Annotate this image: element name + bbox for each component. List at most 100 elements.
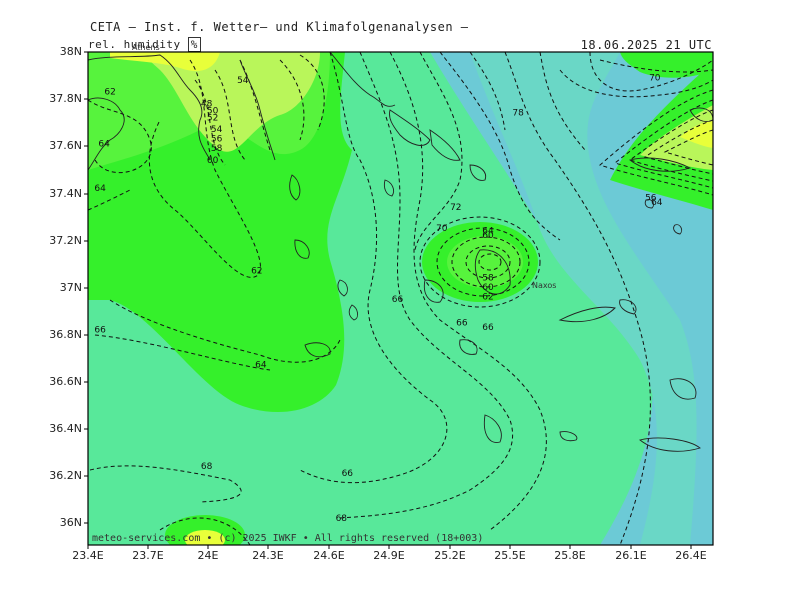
contour-line <box>389 52 547 531</box>
contour-value-label: 54 <box>211 125 223 135</box>
contour-value-label: 78 <box>512 109 524 119</box>
humidity-field-75 <box>470 52 697 545</box>
island-ios <box>459 339 478 355</box>
contour-line <box>419 216 541 308</box>
contour-value-label: 60 <box>207 156 219 166</box>
contour-value-label: 70 <box>649 73 661 83</box>
contour-line <box>299 52 448 484</box>
contour-value-label: 52 <box>207 113 218 123</box>
place-label-athens: Athens <box>132 43 160 52</box>
chart-title: CETA – Inst. f. Wetter– und Klimafolgena… <box>90 20 469 34</box>
contour-value-label: 64 <box>94 184 106 194</box>
contour-value-label: 68 <box>201 462 213 472</box>
island-kythnos <box>294 239 310 259</box>
copyright-footer: meteo-services.com • (c) 2025 IWKF • All… <box>92 533 484 544</box>
contour-line <box>214 69 246 161</box>
island-milos <box>304 342 331 358</box>
island-kea <box>289 174 301 201</box>
island-mykonos <box>469 164 487 181</box>
contour-value-label: 66 <box>342 469 354 479</box>
lon-label-24-9e: 24.9E <box>373 549 405 562</box>
lat-label-37n: 37N <box>59 281 82 294</box>
lat-label-38n: 38N <box>59 45 82 58</box>
place-label-naxos: Naxos <box>532 281 556 290</box>
contour-value-label: 58 <box>482 274 494 284</box>
contour-line <box>613 99 713 189</box>
island-ikaria <box>629 157 692 172</box>
island-samos <box>689 107 713 122</box>
lat-label-37-8n: 37.8N <box>49 92 82 105</box>
contour-line <box>663 129 713 166</box>
lat-label-36-2n: 36.2N <box>49 469 82 482</box>
contour-value-label: 62 <box>482 292 493 302</box>
humidity-field-ne-top <box>620 52 713 78</box>
contour-line <box>94 334 271 371</box>
contour-value-label: 66 <box>94 325 106 335</box>
contour-line <box>279 59 305 141</box>
island-leros <box>673 224 683 235</box>
contour-value-label: 64 <box>482 227 494 237</box>
contour-value-label: 62 <box>251 267 262 277</box>
contour-value-label: 68 <box>336 514 348 524</box>
contour-line <box>465 245 511 279</box>
island-kos <box>639 437 701 452</box>
contour-line <box>339 52 514 519</box>
island-tinos <box>429 129 461 161</box>
contour-value-label: 50 <box>207 106 219 116</box>
contour-line <box>451 236 521 288</box>
contour-line <box>589 52 713 92</box>
island-serifos <box>337 279 348 297</box>
humidity-field-ne-55 <box>640 105 713 170</box>
contour-value-label: 56 <box>211 135 223 145</box>
island-amorgos <box>558 306 616 323</box>
contour-line <box>88 99 152 174</box>
lat-label-36-4n: 36.4N <box>49 422 82 435</box>
unit-label: % <box>187 37 201 52</box>
contour-line <box>504 52 651 545</box>
contour-line <box>436 227 530 297</box>
contour-line <box>559 69 713 98</box>
mainland-coast <box>88 54 211 161</box>
valid-datetime: 18.06.2025 21 UTC <box>580 38 712 52</box>
lon-label-25-8e: 25.8E <box>554 549 586 562</box>
contour-line <box>89 465 242 503</box>
contour-line <box>194 79 226 166</box>
lat-label-37-6n: 37.6N <box>49 139 82 152</box>
contour-value-label: 64 <box>98 139 110 149</box>
humidity-field-ne-50 <box>680 120 713 148</box>
lon-label-23-4e: 23.4E <box>72 549 104 562</box>
humidity-field-south-50 <box>185 530 225 545</box>
humidity-field-naxos-60 <box>447 236 523 288</box>
contour-value-label: 62 <box>104 88 115 98</box>
evia-coast <box>329 52 396 107</box>
humidity-field-55 <box>140 52 320 152</box>
lon-label-23-7e: 23.7E <box>132 549 164 562</box>
contour-labels: 6264644850525456586054626466666668666870… <box>94 73 662 523</box>
contour-line <box>159 517 251 545</box>
humidity-field-ne-65 <box>610 62 713 210</box>
contour-line <box>148 59 261 278</box>
variable-name: rel. humidity <box>88 38 181 51</box>
lon-label-25-5e: 25.5E <box>494 549 526 562</box>
island-syros <box>383 179 395 197</box>
contour-value-label: 60 <box>482 283 494 293</box>
lat-label-37-4n: 37.4N <box>49 187 82 200</box>
contour-line <box>469 52 506 131</box>
island-astypalaia <box>619 299 637 315</box>
contour-line <box>239 59 271 151</box>
contour-line <box>539 52 586 151</box>
contour-value-label: 58 <box>211 144 223 154</box>
lon-label-26-1e: 26.1E <box>615 549 647 562</box>
island-patmos <box>644 199 655 209</box>
peloponnese-coast <box>88 97 125 171</box>
contour-value-label: 54 <box>237 76 249 86</box>
lat-label-36n: 36N <box>59 516 82 529</box>
contour-value-label: 64 <box>651 198 663 208</box>
island-paros <box>423 279 444 303</box>
contour-line <box>643 119 713 175</box>
contour-line <box>478 253 502 271</box>
island-santorini <box>483 414 502 443</box>
contour-line <box>414 52 463 251</box>
lon-label-24-6e: 24.6E <box>313 549 345 562</box>
